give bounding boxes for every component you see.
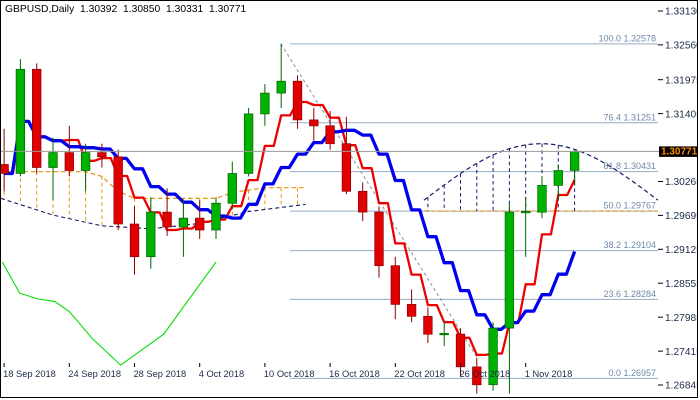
svg-text:100.0 1.32578: 100.0 1.32578	[598, 33, 656, 43]
svg-text:0.0 1.26957: 0.0 1.26957	[608, 368, 656, 378]
svg-text:1.32560: 1.32560	[665, 41, 698, 52]
svg-text:1.27415: 1.27415	[665, 347, 698, 358]
svg-text:1.28555: 1.28555	[665, 279, 698, 290]
svg-text:23.6 1.28284: 23.6 1.28284	[603, 289, 656, 299]
svg-text:4 Oct 2018: 4 Oct 2018	[199, 369, 244, 379]
svg-text:16 Oct 2018: 16 Oct 2018	[329, 369, 380, 379]
svg-text:1.26845: 1.26845	[665, 381, 698, 392]
svg-text:50.0 1.29767: 50.0 1.29767	[603, 201, 656, 211]
svg-text:26 Oct 2018: 26 Oct 2018	[460, 369, 511, 379]
svg-text:38.2 1.29104: 38.2 1.29104	[603, 240, 656, 250]
svg-text:GBPUSD,Daily: GBPUSD,Daily	[5, 4, 75, 15]
svg-text:1.33130: 1.33130	[665, 7, 698, 18]
svg-text:1.30331: 1.30331	[166, 4, 203, 15]
svg-text:1.29695: 1.29695	[665, 211, 698, 222]
svg-text:1 Nov 2018: 1 Nov 2018	[525, 369, 573, 379]
svg-text:1.30265: 1.30265	[665, 177, 698, 188]
svg-text:76.4 1.31251: 76.4 1.31251	[603, 112, 656, 122]
svg-text:1.30771: 1.30771	[209, 4, 246, 15]
svg-text:1.27985: 1.27985	[665, 313, 698, 324]
svg-text:1.30771: 1.30771	[661, 147, 698, 158]
svg-text:22 Oct 2018: 22 Oct 2018	[394, 369, 445, 379]
svg-text:1.30392: 1.30392	[80, 4, 117, 15]
svg-text:1.31975: 1.31975	[665, 75, 698, 86]
svg-text:24 Sep 2018: 24 Sep 2018	[68, 369, 121, 379]
svg-text:61.8 1.30431: 61.8 1.30431	[603, 161, 656, 171]
svg-text:1.31405: 1.31405	[665, 109, 698, 120]
svg-text:10 Oct 2018: 10 Oct 2018	[264, 369, 315, 379]
svg-text:28 Sep 2018: 28 Sep 2018	[134, 369, 187, 379]
svg-text:1.29125: 1.29125	[665, 245, 698, 256]
svg-text:1.30850: 1.30850	[123, 4, 160, 15]
svg-text:18 Sep 2018: 18 Sep 2018	[3, 369, 56, 379]
